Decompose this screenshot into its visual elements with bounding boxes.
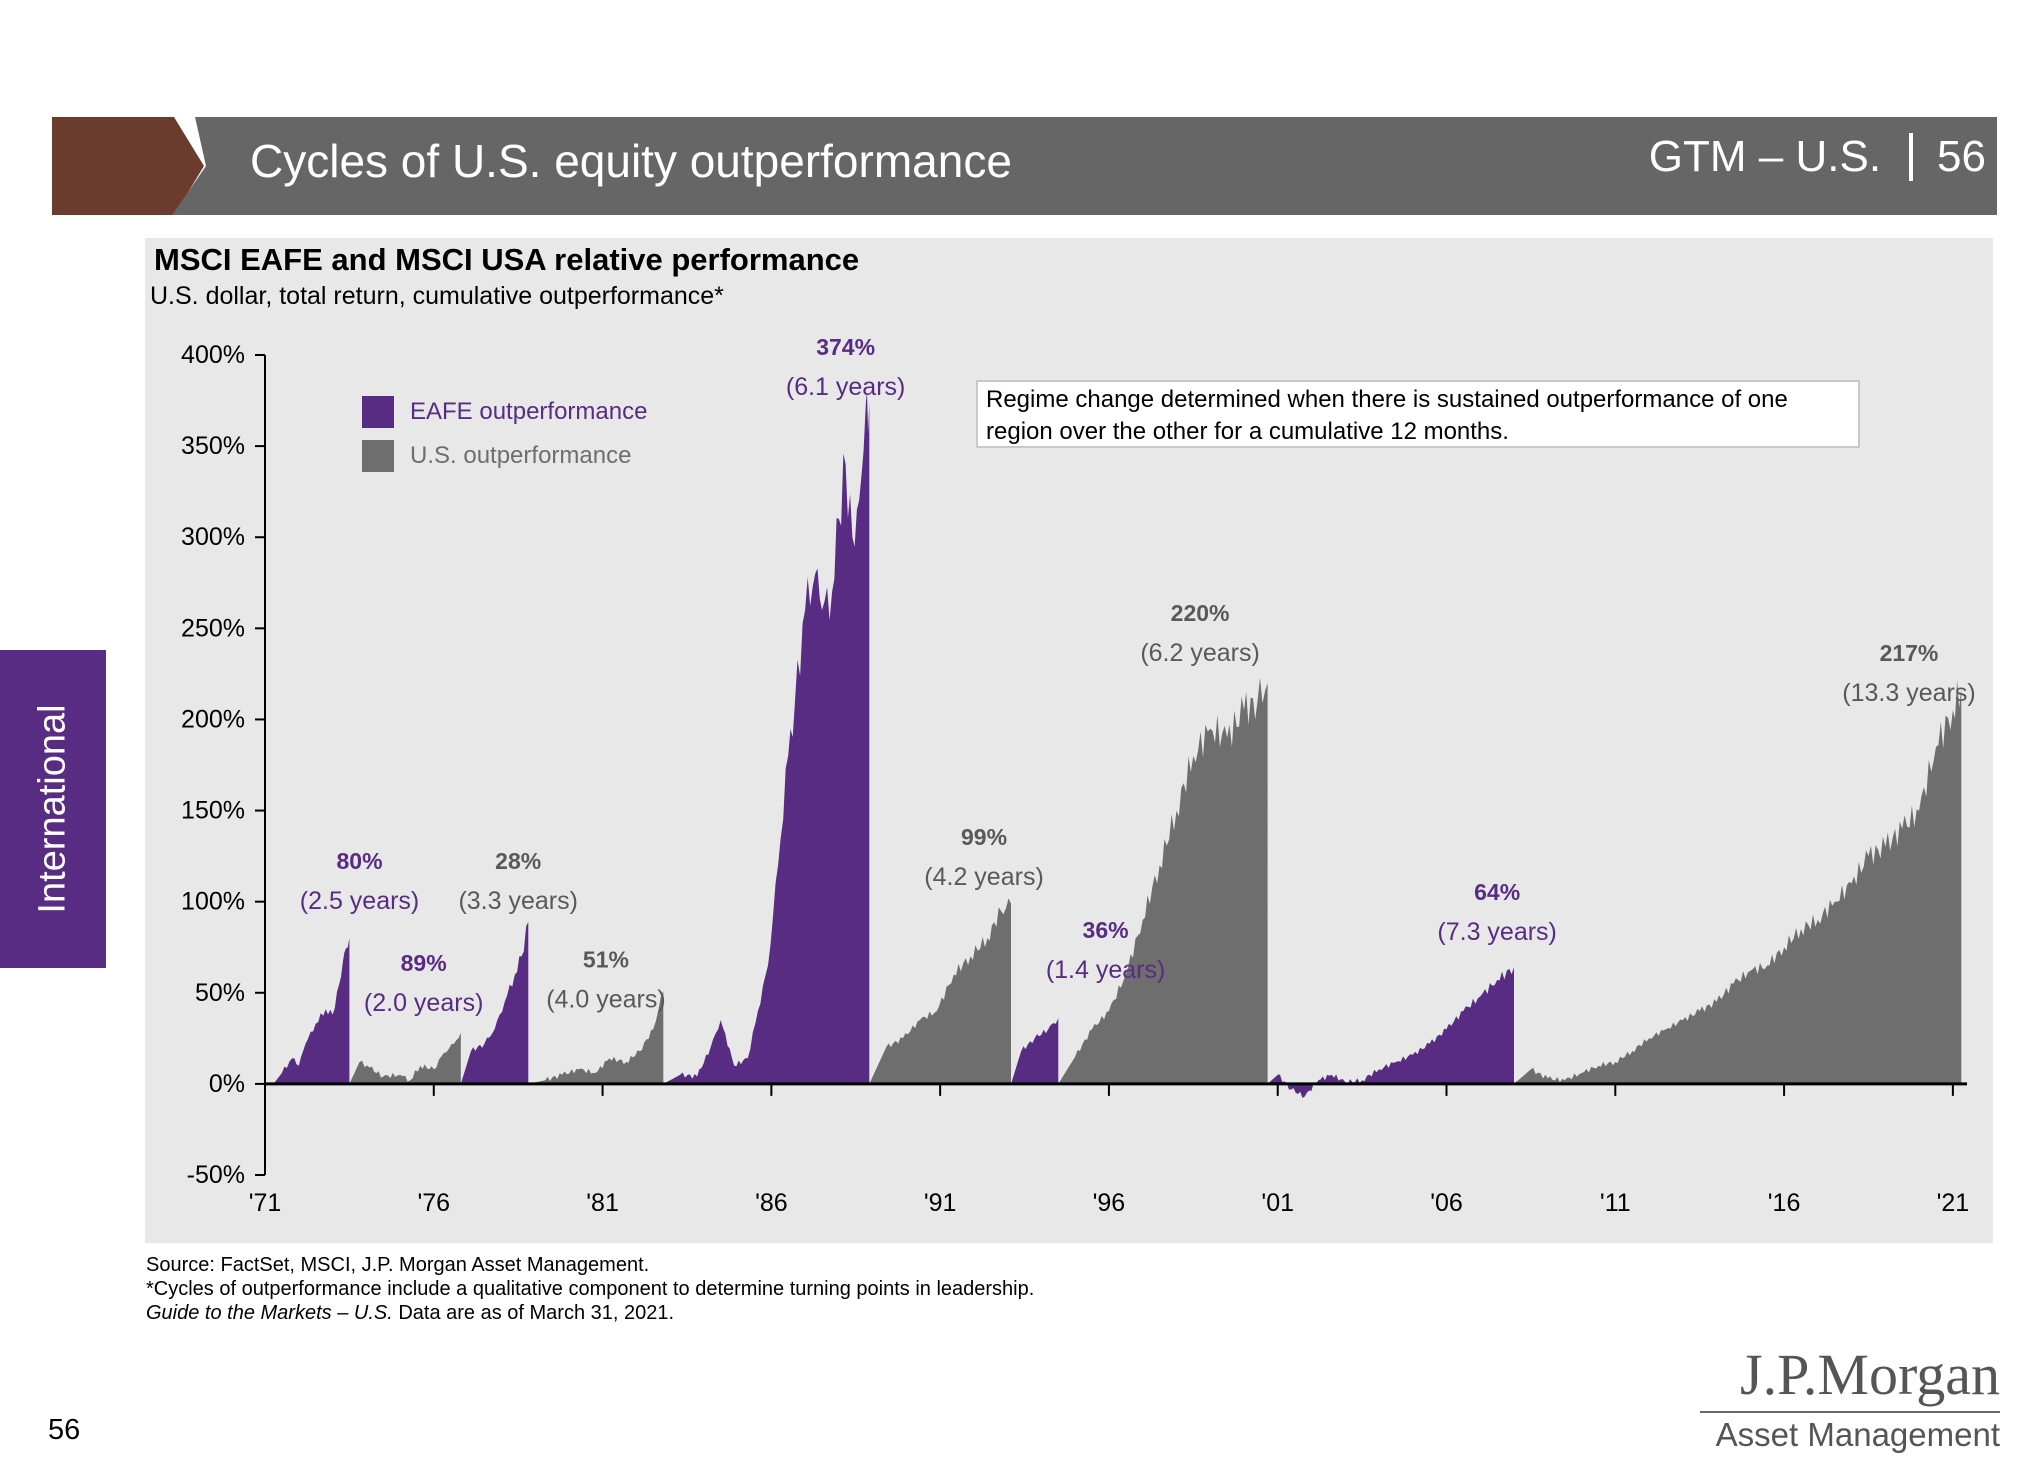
cycle-duration-label: (1.4 years) bbox=[1046, 956, 1165, 984]
header-divider bbox=[1909, 133, 1914, 181]
x-tick-label: '91 bbox=[924, 1189, 957, 1217]
regime-note: Regime change determined when there is s… bbox=[976, 380, 1860, 448]
area-cycle-8 bbox=[1058, 677, 1268, 1084]
y-tick-label: 0% bbox=[209, 1070, 245, 1098]
chart-areas bbox=[273, 391, 1962, 1098]
cycle-value-label: 64% bbox=[1474, 879, 1520, 905]
page-number: 56 bbox=[48, 1414, 81, 1446]
footnote-line: *Cycles of outperformance include a qual… bbox=[146, 1278, 1035, 1300]
cycle-duration-label: (7.3 years) bbox=[1437, 918, 1556, 946]
x-tick-label: '96 bbox=[1093, 1189, 1126, 1217]
page-title: Cycles of U.S. equity outperformance bbox=[250, 135, 1012, 187]
source-notes: Source: FactSet, MSCI, J.P. Morgan Asset… bbox=[146, 1253, 1034, 1325]
as-of-line: Guide to the Markets – U.S. Data are as … bbox=[146, 1301, 1034, 1325]
cycle-duration-label: (4.2 years) bbox=[924, 863, 1043, 891]
cycle-value-label: 374% bbox=[816, 334, 875, 360]
cycle-value-label: 51% bbox=[583, 946, 629, 972]
area-cycle-1 bbox=[273, 938, 350, 1084]
legend-swatch-us bbox=[362, 440, 394, 472]
legend-label-eafe: EAFE outperformance bbox=[410, 398, 648, 425]
legend-label-us: U.S. outperformance bbox=[410, 442, 632, 469]
y-tick-label: 200% bbox=[181, 705, 245, 733]
x-tick-label: '06 bbox=[1430, 1189, 1463, 1217]
chart-subtitle: U.S. dollar, total return, cumulative ou… bbox=[150, 282, 724, 310]
cycle-value-label: 99% bbox=[961, 824, 1007, 850]
legend-item-eafe: EAFE outperformance bbox=[362, 396, 647, 428]
x-tick-label: '71 bbox=[249, 1189, 282, 1217]
x-tick-label: '11 bbox=[1600, 1189, 1631, 1217]
header-section: GTM – U.S. 56 bbox=[1649, 132, 1986, 182]
header-accent-block bbox=[52, 117, 148, 215]
x-tick-label: '86 bbox=[755, 1189, 788, 1217]
cycle-value-label: 217% bbox=[1880, 640, 1939, 666]
section-tab[interactable]: International bbox=[0, 650, 106, 968]
x-tick-label: '81 bbox=[586, 1189, 619, 1217]
area-cycle-4 bbox=[528, 991, 664, 1084]
x-tick-label: '16 bbox=[1768, 1189, 1801, 1217]
x-tick-label: '01 bbox=[1261, 1189, 1294, 1217]
x-tick-label: '21 bbox=[1937, 1189, 1970, 1217]
chart-annotations: 80% (2.5 years) 28% (3.3 years) 89% (2.0 year… bbox=[300, 334, 1976, 1017]
cycle-value-label: 89% bbox=[401, 950, 447, 976]
cycle-value-label: 220% bbox=[1171, 600, 1230, 626]
cycle-duration-label: (2.0 years) bbox=[364, 989, 483, 1017]
area-cycle-5 bbox=[663, 391, 870, 1084]
cycle-duration-label: (6.1 years) bbox=[786, 373, 905, 401]
header-bar bbox=[52, 117, 1997, 215]
y-tick-label: 300% bbox=[181, 523, 245, 551]
chart-axes: -50% 0% 50% 100% 150% 200% 250% 300% 350% 400% '71… bbox=[181, 341, 1969, 1217]
area-cycle-6 bbox=[869, 898, 1011, 1084]
cycle-value-label: 80% bbox=[336, 848, 382, 874]
header-accent-chevron bbox=[148, 117, 204, 215]
chart-title: MSCI EAFE and MSCI USA relative performa… bbox=[154, 242, 860, 277]
cycle-duration-label: (13.3 years) bbox=[1842, 679, 1975, 707]
logo-subtitle: Asset Management bbox=[1715, 1416, 2000, 1453]
cycle-duration-label: (4.0 years) bbox=[546, 985, 665, 1013]
y-tick-label: 350% bbox=[181, 432, 245, 460]
jpmorgan-logo: J.P.Morgan Asset Management bbox=[1700, 1345, 2000, 1453]
cycle-value-label: 36% bbox=[1083, 917, 1129, 943]
logo-wordmark: J.P.Morgan bbox=[1740, 1342, 2000, 1407]
legend-item-us: U.S. outperformance bbox=[362, 440, 647, 472]
cycle-duration-label: (2.5 years) bbox=[300, 887, 419, 915]
y-tick-label: 150% bbox=[181, 797, 245, 825]
y-tick-label: 400% bbox=[181, 341, 245, 369]
header-page-number: 56 bbox=[1937, 132, 1986, 181]
source-line: Source: FactSet, MSCI, J.P. Morgan Asset… bbox=[146, 1254, 650, 1276]
legend: EAFE outperformance U.S. outperformance bbox=[362, 396, 647, 472]
area-cycle-10 bbox=[1514, 680, 1962, 1084]
section-label: GTM – U.S. bbox=[1648, 132, 1882, 181]
legend-swatch-eafe bbox=[362, 396, 394, 428]
header-title-band bbox=[172, 117, 1997, 215]
area-cycle-9 bbox=[1267, 967, 1514, 1098]
y-tick-label: 50% bbox=[195, 979, 245, 1007]
area-cycle-2 bbox=[349, 1032, 461, 1084]
x-tick-label: '76 bbox=[417, 1189, 450, 1217]
area-cycle-7 bbox=[1011, 1018, 1059, 1084]
area-cycle-3 bbox=[460, 921, 529, 1084]
cycle-duration-label: (3.3 years) bbox=[458, 887, 577, 915]
as-of-date: Data are as of March 31, 2021. bbox=[392, 1302, 675, 1324]
y-tick-label: -50% bbox=[187, 1161, 245, 1189]
cycle-duration-label: (6.2 years) bbox=[1140, 639, 1259, 667]
guide-title: Guide to the Markets – U.S. bbox=[146, 1302, 393, 1324]
y-tick-label: 250% bbox=[181, 614, 245, 642]
cycle-value-label: 28% bbox=[495, 848, 541, 874]
y-tick-label: 100% bbox=[181, 888, 245, 916]
logo-rule bbox=[1700, 1411, 2000, 1413]
